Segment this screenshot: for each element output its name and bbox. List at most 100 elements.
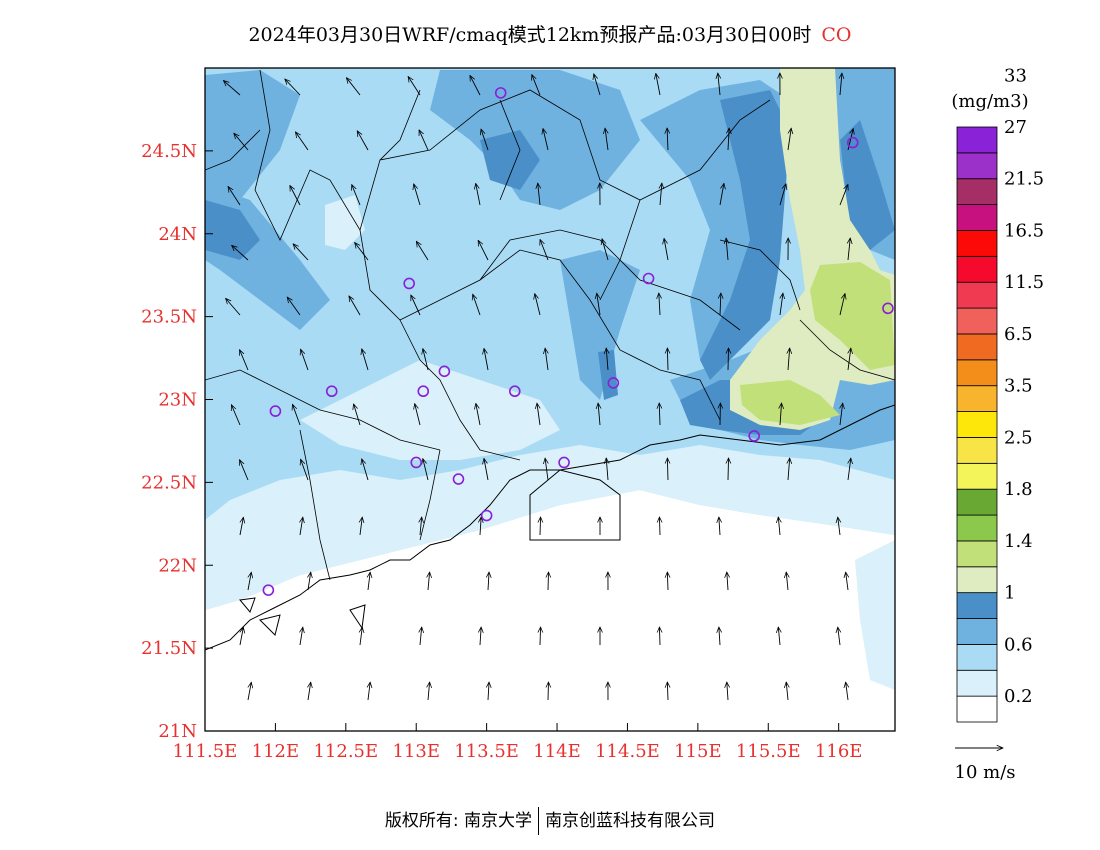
- wind-arrow: [719, 183, 724, 206]
- colorbar-swatch: [956, 592, 998, 619]
- wind-arrow: [354, 404, 361, 426]
- wind-arrow: [728, 128, 729, 151]
- wind-arrow: [787, 128, 791, 151]
- colorbar-level-label: 0.6: [1004, 634, 1033, 655]
- lon-label: 113E: [392, 741, 440, 762]
- wind-arrow: [248, 572, 251, 591]
- lat-label: 22.5N: [141, 472, 197, 493]
- figure-title: 2024年03月30日WRF/cmaq模式12km预报产品:03月30日00时 C…: [0, 20, 1100, 47]
- wind-arrow: [293, 244, 309, 261]
- wind-arrow: [473, 294, 481, 316]
- colorbar-swatch: [956, 281, 998, 309]
- footer-divider: [538, 807, 540, 835]
- colorbar-level-label: 11.5: [1004, 272, 1044, 293]
- wind-arrow: [848, 458, 851, 481]
- wind-arrow: [357, 131, 369, 151]
- wind-arrow: [231, 405, 241, 426]
- wind-arrow: [470, 75, 481, 96]
- wind-arrow: [848, 238, 850, 261]
- station-marker: [438, 365, 451, 378]
- station-marker: [558, 456, 570, 469]
- wind-arrow: [360, 517, 362, 536]
- colorbar-swatch: [956, 126, 998, 154]
- wind-arrow: [240, 517, 243, 536]
- wind-arrow: [428, 572, 430, 591]
- wind-arrow: [727, 682, 728, 701]
- colorbar-level-label: 16.5: [1004, 220, 1044, 241]
- wind-arrow: [415, 404, 421, 426]
- wind-arrow: [788, 348, 790, 371]
- wind-arrow: [728, 348, 729, 371]
- lon-label: 115.5E: [736, 741, 801, 762]
- colorbar: [956, 126, 998, 723]
- colorbar-swatch: [956, 566, 998, 594]
- wind-arrow: [667, 572, 668, 591]
- wind-arrow: [788, 458, 790, 481]
- wind-arrow: [308, 682, 311, 701]
- colorbar-swatch: [956, 643, 998, 671]
- lat-label: 24.5N: [141, 141, 197, 162]
- lon-label: 112.5E: [313, 741, 378, 762]
- wind-arrow: [606, 458, 608, 481]
- wind-arrow: [349, 296, 361, 316]
- wind-arrow: [346, 78, 361, 96]
- colorbar-swatch: [956, 514, 998, 542]
- lon-label: 113.5E: [454, 741, 519, 762]
- wind-arrow: [352, 185, 361, 206]
- lon-label: 112E: [252, 741, 300, 762]
- wind-arrow: [839, 184, 848, 206]
- wind-reference-label: 10 m/s: [955, 762, 1016, 783]
- station-marker: [403, 277, 415, 290]
- wind-arrow: [848, 348, 851, 371]
- colorbar-level-label: 0.2: [1004, 686, 1033, 707]
- wind-arrow: [232, 245, 249, 261]
- lat-label: 21N: [158, 721, 197, 742]
- wind-arrow: [240, 627, 243, 646]
- wind-arrow: [420, 627, 422, 646]
- wind-arrow: [476, 183, 481, 206]
- wind-arrow: [726, 238, 728, 261]
- wind-arrow: [420, 517, 422, 536]
- wind-arrow: [656, 73, 661, 96]
- lat-label: 23N: [158, 390, 197, 411]
- station-marker: [269, 405, 282, 417]
- wind-arrow: [423, 349, 429, 371]
- wind-arrow: [778, 627, 780, 646]
- wind-arrow: [285, 79, 301, 96]
- lat-label: 24N: [158, 224, 197, 245]
- wind-arrow: [786, 682, 788, 701]
- colorbar-labels: 0.2 0.6 1 1.4 1.8 2.5 3.5 6.5 11.5 16.5 21.5 27 33: [1004, 65, 1044, 707]
- copyright-footer: 版权所有: 南京大学 南京创蓝科技有限公司: [0, 806, 1100, 835]
- footer-left: 版权所有: 南京大学: [384, 811, 533, 831]
- lon-label: 114.5E: [595, 741, 660, 762]
- wind-arrow: [360, 627, 362, 646]
- colorbar-level-label: 6.5: [1004, 324, 1033, 345]
- wind-arrow: [248, 682, 251, 701]
- wind-arrow: [594, 74, 601, 96]
- wind-arrow: [290, 185, 301, 206]
- colorbar-swatch: [956, 618, 998, 645]
- colorbar-swatch: [956, 178, 998, 206]
- wind-arrow: [532, 75, 541, 96]
- monitoring-stations: [262, 87, 894, 596]
- colorbar-swatch: [956, 540, 998, 568]
- colorbar-level-label: 3.5: [1004, 376, 1033, 397]
- wind-arrow: [423, 459, 429, 481]
- colorbar-level-label: 1.4: [1004, 531, 1033, 552]
- wind-arrow: [840, 73, 842, 96]
- wind-arrow: [779, 184, 786, 206]
- colorbar-swatch: [956, 230, 998, 257]
- wind-arrow: [408, 76, 421, 96]
- wind-arrow: [718, 73, 720, 96]
- wind-arrow: [535, 294, 541, 316]
- latitude-labels: 24.5N 24N 23.5N 23N 22.5N 22N 21.5N 21N: [141, 141, 197, 742]
- wind-arrow: [543, 129, 549, 151]
- colorbar-swatch: [956, 333, 998, 361]
- lon-label: 115E: [674, 741, 722, 762]
- station-marker: [262, 584, 275, 596]
- wind-arrow: [659, 627, 660, 646]
- station-marker: [452, 473, 465, 485]
- wind-arrow: [838, 517, 840, 536]
